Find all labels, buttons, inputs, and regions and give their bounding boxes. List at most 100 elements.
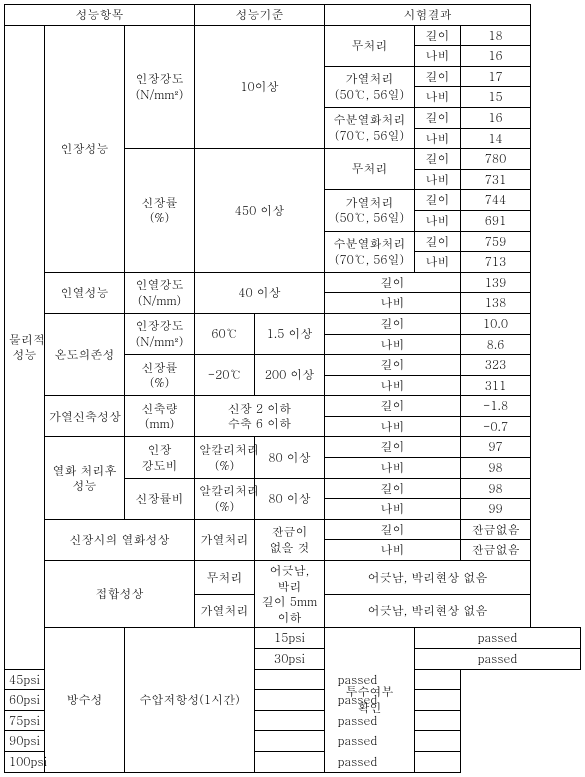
val: 97 bbox=[461, 437, 531, 458]
val-joint1: 어긋남, 박리현상 없음 bbox=[325, 561, 531, 595]
std-ten: 10이상 bbox=[195, 25, 325, 149]
hdr-perf-std: 성능기준 bbox=[195, 5, 325, 26]
lbl-elongation: 신장률(%) bbox=[125, 149, 195, 273]
dir-wid: 나비 bbox=[325, 499, 461, 520]
dir-len: 길이 bbox=[415, 190, 461, 211]
dir-len: 길이 bbox=[325, 396, 461, 417]
hdr-test-result: 시험결과 bbox=[325, 5, 531, 26]
lbl-alkali-1: 알칼리처리(%) bbox=[195, 437, 255, 478]
cat-aging-elong: 신장시의 열화성상 bbox=[45, 519, 195, 560]
dir-len: 길이 bbox=[415, 66, 461, 87]
val-passed: passed bbox=[255, 710, 461, 731]
treat-none-2: 무처리 bbox=[325, 149, 415, 190]
val-joint2: 어긋남, 박리현상 없음 bbox=[325, 594, 531, 628]
val: 16 bbox=[461, 107, 531, 128]
std-60c: 60℃ bbox=[195, 313, 255, 354]
lbl-tensile-strength: 인장강도(N/mm²) bbox=[125, 25, 195, 149]
dir-len: 길이 bbox=[415, 107, 461, 128]
hdr-perf-item: 성능항목 bbox=[5, 5, 195, 26]
val: 잔금없음 bbox=[461, 519, 531, 540]
val-passed: passed bbox=[415, 649, 581, 670]
lbl-elong-ratio: 신장률비 bbox=[125, 478, 195, 519]
dir-len: 길이 bbox=[415, 25, 461, 46]
val: 311 bbox=[461, 375, 531, 396]
dir-wid: 나비 bbox=[415, 252, 461, 273]
val: 744 bbox=[461, 190, 531, 211]
psi-30: 30psi bbox=[255, 649, 325, 670]
val-passed: passed bbox=[255, 690, 461, 711]
val: 98 bbox=[461, 458, 531, 479]
psi-15: 15psi bbox=[255, 628, 325, 649]
val: 323 bbox=[461, 355, 531, 376]
psi-45: 45psi bbox=[5, 669, 45, 690]
dir-len: 길이 bbox=[325, 272, 461, 293]
lbl-tensile-ratio: 인장강도비 bbox=[125, 437, 195, 478]
lbl-elong-2: 신장률(%) bbox=[125, 355, 195, 396]
std-joint: 어긋남, 박리길이 5mm 이하 bbox=[255, 561, 325, 628]
val: 780 bbox=[461, 149, 531, 170]
std-80-1: 80 이상 bbox=[255, 437, 325, 478]
std-1.5: 1.5 이상 bbox=[255, 313, 325, 354]
dir-len: 길이 bbox=[415, 231, 461, 252]
treat-water-2: 수분열화처리(70℃, 56일) bbox=[325, 231, 415, 272]
dir-wid: 나비 bbox=[415, 210, 461, 231]
dir-wid: 나비 bbox=[415, 87, 461, 108]
val: 18 bbox=[461, 25, 531, 46]
dir-wid: 나비 bbox=[325, 416, 461, 437]
lbl-alkali-2: 알칼리처리(%) bbox=[195, 478, 255, 519]
dir-wid: 나비 bbox=[325, 540, 461, 561]
std-heat-treat-2: 가열처리 bbox=[195, 594, 255, 628]
dir-len: 길이 bbox=[325, 355, 461, 376]
dir-len: 길이 bbox=[325, 437, 461, 458]
dir-wid: 나비 bbox=[325, 458, 461, 479]
val: 16 bbox=[461, 46, 531, 67]
dir-len: 길이 bbox=[325, 313, 461, 334]
treat-heat-2: 가열처리(50℃, 56일) bbox=[325, 190, 415, 231]
std-n20c: -20℃ bbox=[195, 355, 255, 396]
val: 17 bbox=[461, 66, 531, 87]
val: 138 bbox=[461, 293, 531, 314]
treat-heat-1: 가열처리(50℃, 56일) bbox=[325, 66, 415, 107]
psi-90: 90psi bbox=[5, 731, 45, 752]
val: -1.8 bbox=[461, 396, 531, 417]
cat-hydro: 수압저항성(1시간) bbox=[125, 628, 255, 772]
lbl-tensile-2: 인장강도(N/mm²) bbox=[125, 313, 195, 354]
std-heat-treat: 가열처리 bbox=[195, 519, 255, 560]
val: 8.6 bbox=[461, 334, 531, 355]
cat-post-aging: 열화 처리후성능 bbox=[45, 437, 125, 519]
val: 759 bbox=[461, 231, 531, 252]
val-passed: passed bbox=[255, 731, 461, 752]
dir-len: 길이 bbox=[325, 478, 461, 499]
val: 14 bbox=[461, 128, 531, 149]
cat-tear: 인열성능 bbox=[45, 272, 125, 313]
val: 15 bbox=[461, 87, 531, 108]
lbl-shrinkage: 신축량(mm) bbox=[125, 396, 195, 437]
psi-75: 75psi bbox=[5, 710, 45, 731]
psi-100: 100psi bbox=[5, 751, 45, 772]
val-passed: passed bbox=[415, 628, 581, 649]
cat-joint: 접합성상 bbox=[45, 561, 195, 628]
val: 98 bbox=[461, 478, 531, 499]
lbl-tear-strength: 인열강도(N/mm) bbox=[125, 272, 195, 313]
std-200: 200 이상 bbox=[255, 355, 325, 396]
cat-physical: 물리적성능 bbox=[5, 25, 45, 669]
std-shrink: 신장 2 이하수축 6 이하 bbox=[195, 396, 325, 437]
val-passed: passed bbox=[255, 669, 461, 690]
std-no-treat: 무처리 bbox=[195, 561, 255, 595]
val: 691 bbox=[461, 210, 531, 231]
dir-wid: 나비 bbox=[415, 169, 461, 190]
treat-none-1: 무처리 bbox=[325, 25, 415, 66]
spec-table: 성능항목 성능기준 시험결과 물리적성능 인장성능 인장강도(N/mm²) 10… bbox=[4, 4, 581, 773]
dir-wid: 나비 bbox=[415, 46, 461, 67]
val: -0.7 bbox=[461, 416, 531, 437]
std-40: 40 이상 bbox=[195, 272, 325, 313]
treat-water-1: 수분열화처리(70℃, 56일) bbox=[325, 107, 415, 148]
dir-wid: 나비 bbox=[325, 375, 461, 396]
std-no-crack: 잔금이 없을 것 bbox=[255, 519, 325, 560]
val-passed: passed bbox=[255, 751, 461, 772]
cat-temp: 온도의존성 bbox=[45, 313, 125, 395]
cat-tensile-perf: 인장성능 bbox=[45, 25, 125, 272]
val: 99 bbox=[461, 499, 531, 520]
dir-wid: 나비 bbox=[415, 128, 461, 149]
dir-wid: 나비 bbox=[325, 334, 461, 355]
